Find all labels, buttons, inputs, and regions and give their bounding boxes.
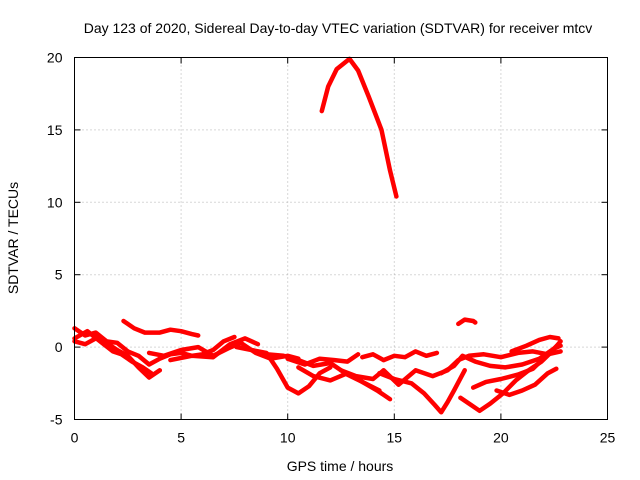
y-tick-label-5: 5: [55, 267, 63, 283]
x-axis-label: GPS time / hours: [287, 458, 394, 474]
series-arc-13: [360, 349, 440, 363]
y-tick-label-20: 20: [47, 50, 63, 66]
y-tick-label-0: 0: [55, 339, 63, 355]
y-tick-label-10: 10: [47, 194, 63, 210]
axis-ticks: [74, 57, 608, 420]
chart-title: Day 123 of 2020, Sidereal Day-to-day VTE…: [84, 20, 593, 36]
x-tick-label-5: 5: [177, 430, 185, 446]
series-group: [72, 56, 563, 415]
series-arc-2: [72, 336, 163, 380]
y-axis-label: SDTVAR / TECUs: [5, 182, 21, 294]
y-tick-label--5: -5: [50, 412, 63, 428]
plot-frame: [74, 57, 608, 420]
x-tick-label-0: 0: [71, 430, 79, 446]
x-tick-label-10: 10: [280, 430, 296, 446]
series-arc-19: [494, 366, 559, 398]
series-arc-6: [168, 336, 261, 363]
series-arc-14: [377, 368, 467, 415]
tick-labels: 0 5 10 15 20 25 -5 0 5 10 15 20: [47, 50, 616, 446]
series-arc-9: [285, 352, 361, 367]
x-tick-label-15: 15: [387, 430, 403, 446]
series-arc-10: [296, 365, 382, 393]
y-tick-label-15: 15: [47, 122, 63, 138]
x-tick-label-20: 20: [493, 430, 509, 446]
x-tick-label-25: 25: [600, 430, 616, 446]
series-arc-18: [470, 341, 561, 390]
series-arc-15: [456, 317, 478, 327]
series-arc-20: [509, 334, 561, 354]
series-arc-11: [319, 56, 399, 199]
grid: [74, 57, 608, 420]
series-arc-4: [121, 318, 201, 338]
series-arc-3: [72, 328, 154, 376]
